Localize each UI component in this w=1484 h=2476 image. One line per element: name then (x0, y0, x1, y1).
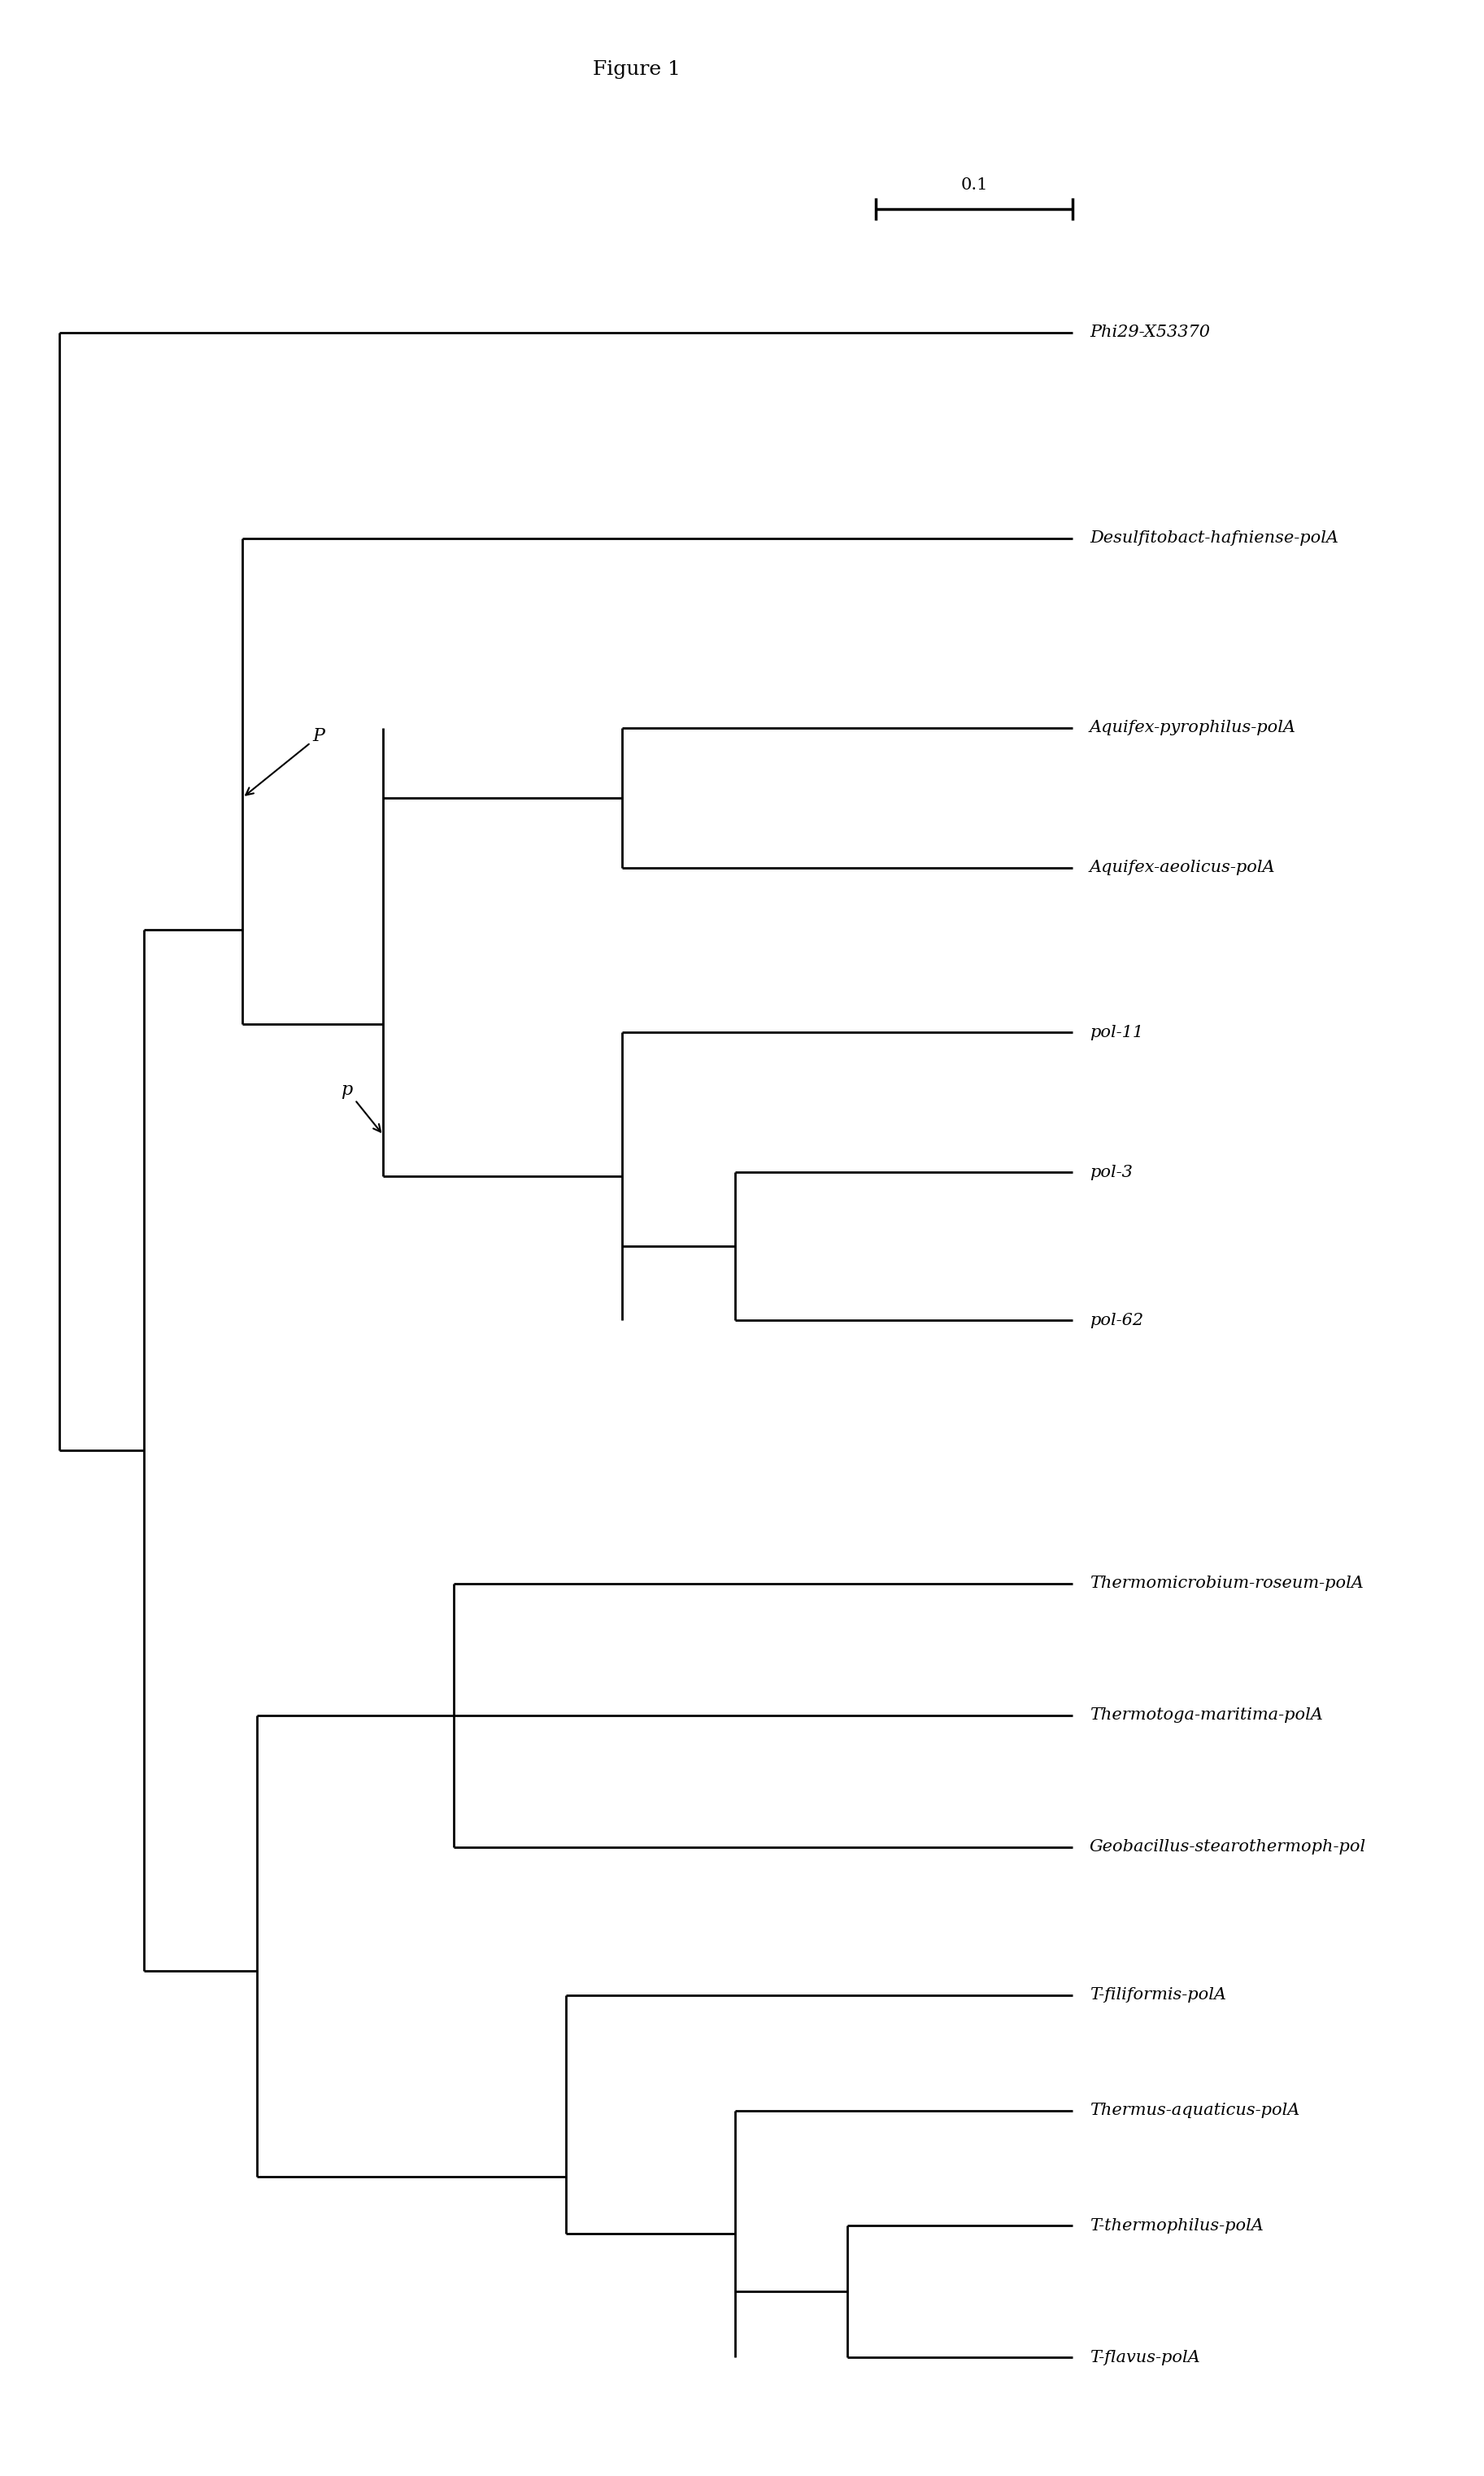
Text: pol-62: pol-62 (1089, 1312, 1143, 1327)
Text: P: P (246, 728, 325, 795)
Text: T-filiformis-polA: T-filiformis-polA (1089, 1988, 1226, 2003)
Text: Aquifex-aeolicus-polA: Aquifex-aeolicus-polA (1089, 859, 1275, 877)
Text: Aquifex-pyrophilus-polA: Aquifex-pyrophilus-polA (1089, 721, 1296, 735)
Text: T-flavus-polA: T-flavus-polA (1089, 2350, 1201, 2365)
Text: Figure 1: Figure 1 (592, 59, 680, 79)
Text: Thermus-aquaticus-polA: Thermus-aquaticus-polA (1089, 2102, 1300, 2117)
Text: Geobacillus-stearothermoph-pol: Geobacillus-stearothermoph-pol (1089, 1840, 1367, 1855)
Text: Thermotoga-maritima-polA: Thermotoga-maritima-polA (1089, 1708, 1322, 1723)
Text: Thermomicrobium-roseum-polA: Thermomicrobium-roseum-polA (1089, 1575, 1364, 1592)
Text: 0.1: 0.1 (960, 178, 988, 193)
Text: pol-11: pol-11 (1089, 1025, 1143, 1040)
Text: T-thermophilus-polA: T-thermophilus-polA (1089, 2218, 1263, 2233)
Text: p: p (341, 1082, 380, 1132)
Text: pol-3: pol-3 (1089, 1164, 1132, 1181)
Text: Phi29-X53370: Phi29-X53370 (1089, 324, 1209, 339)
Text: Desulfitobact-hafniense-polA: Desulfitobact-hafniense-polA (1089, 530, 1339, 547)
